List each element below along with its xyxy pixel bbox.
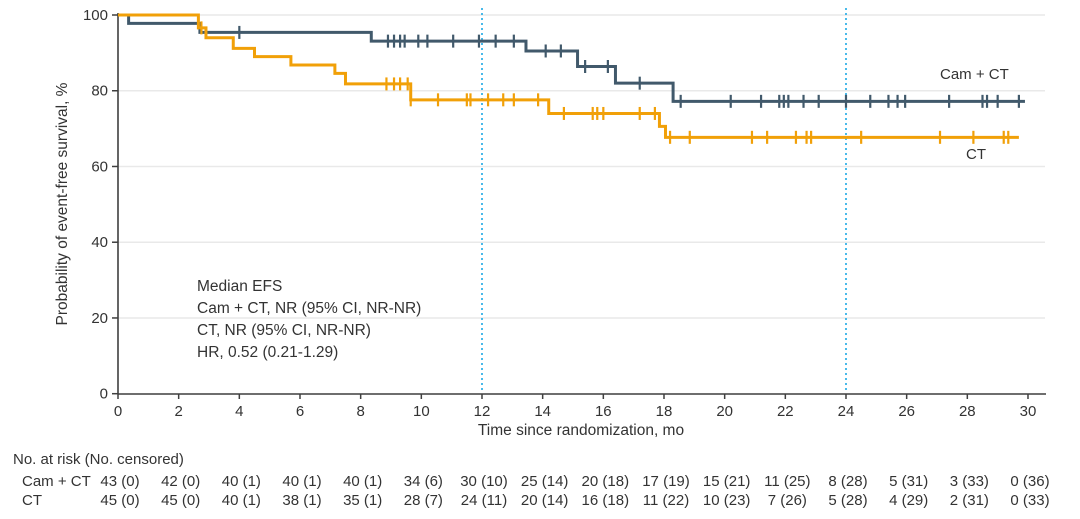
- risk-value-cam-ct-6: 40 (1): [282, 473, 321, 490]
- x-tick-label-10: 10: [413, 403, 430, 420]
- risk-value-cam-ct-0: 43 (0): [100, 473, 139, 490]
- x-tick-label-20: 20: [716, 403, 733, 420]
- km-curve-cam-ct: [118, 13, 1025, 103]
- risk-value-ct-12: 24 (11): [461, 492, 507, 509]
- x-tick-label-8: 8: [356, 403, 364, 420]
- y-tick-label-40: 40: [91, 234, 108, 251]
- risk-row-label-cam-ct: Cam + CT: [22, 473, 91, 490]
- x-tick-label-4: 4: [235, 403, 243, 420]
- risk-value-cam-ct-22: 11 (25): [764, 473, 810, 490]
- risk-value-ct-28: 2 (31): [950, 492, 989, 509]
- risk-value-ct-4: 40 (1): [222, 492, 261, 509]
- y-axis-title: Probability of event-free survival, %: [54, 82, 71, 326]
- x-tick-label-28: 28: [959, 403, 976, 420]
- y-tick-label-100: 100: [83, 7, 108, 24]
- x-tick-label-22: 22: [777, 403, 794, 420]
- annotation-line-ct: CT, NR (95% CI, NR-NR): [197, 322, 371, 339]
- risk-value-ct-20: 10 (23): [703, 492, 751, 509]
- risk-value-cam-ct-28: 3 (33): [950, 473, 989, 490]
- risk-value-ct-24: 5 (28): [828, 492, 867, 509]
- x-axis-title: Time since randomization, mo: [477, 422, 685, 439]
- x-tick-label-26: 26: [898, 403, 915, 420]
- risk-value-cam-ct-2: 42 (0): [161, 473, 200, 490]
- risk-value-ct-18: 11 (22): [643, 492, 689, 509]
- risk-value-ct-0: 45 (0): [100, 492, 139, 509]
- risk-value-cam-ct-24: 8 (28): [828, 473, 867, 490]
- curve-label-ct: CT: [966, 146, 986, 163]
- y-tick-label-0: 0: [100, 386, 108, 403]
- y-tick-label-20: 20: [91, 310, 108, 327]
- risk-value-cam-ct-18: 17 (19): [642, 473, 690, 490]
- annotation-line-camct: Cam + CT, NR (95% CI, NR-NR): [197, 300, 422, 317]
- x-tick-label-24: 24: [838, 403, 855, 420]
- risk-value-cam-ct-8: 40 (1): [343, 473, 382, 490]
- risk-value-cam-ct-4: 40 (1): [222, 473, 261, 490]
- risk-value-ct-6: 38 (1): [282, 492, 321, 509]
- x-tick-label-30: 30: [1020, 403, 1037, 420]
- x-tick-label-14: 14: [534, 403, 551, 420]
- risk-value-ct-22: 7 (26): [768, 492, 807, 509]
- x-tick-label-12: 12: [474, 403, 491, 420]
- risk-value-ct-30: 0 (33): [1010, 492, 1049, 509]
- risk-value-cam-ct-10: 34 (6): [404, 473, 443, 490]
- risk-value-cam-ct-20: 15 (21): [703, 473, 751, 490]
- risk-value-ct-10: 28 (7): [404, 492, 443, 509]
- risk-row-label-ct: CT: [22, 492, 42, 509]
- y-tick-label-80: 80: [91, 83, 108, 100]
- annotation-line-median: Median EFS: [197, 278, 283, 295]
- median-efs-annotation: Median EFS Cam + CT, NR (95% CI, NR-NR) …: [197, 276, 421, 364]
- x-tick-label-0: 0: [114, 403, 122, 420]
- curve-label-cam-ct: Cam + CT: [940, 66, 1009, 83]
- risk-value-cam-ct-14: 25 (14): [521, 473, 569, 490]
- risk-value-ct-14: 20 (14): [521, 492, 569, 509]
- y-tick-label-60: 60: [91, 158, 108, 175]
- risk-table-header: No. at risk (No. censored): [13, 451, 184, 468]
- risk-value-cam-ct-12: 30 (10): [460, 473, 508, 490]
- risk-value-cam-ct-26: 5 (31): [889, 473, 928, 490]
- risk-value-cam-ct-16: 20 (18): [582, 473, 630, 490]
- risk-value-ct-26: 4 (29): [889, 492, 928, 509]
- x-tick-label-6: 6: [296, 403, 304, 420]
- risk-value-cam-ct-30: 0 (36): [1010, 473, 1049, 490]
- x-tick-label-16: 16: [595, 403, 612, 420]
- km-curve-ct: [118, 13, 1019, 139]
- x-tick-label-2: 2: [174, 403, 182, 420]
- risk-value-ct-8: 35 (1): [343, 492, 382, 509]
- risk-value-ct-2: 45 (0): [161, 492, 200, 509]
- risk-value-ct-16: 16 (18): [582, 492, 630, 509]
- annotation-line-hr: HR, 0.52 (0.21-1.29): [197, 344, 339, 361]
- x-tick-label-18: 18: [656, 403, 673, 420]
